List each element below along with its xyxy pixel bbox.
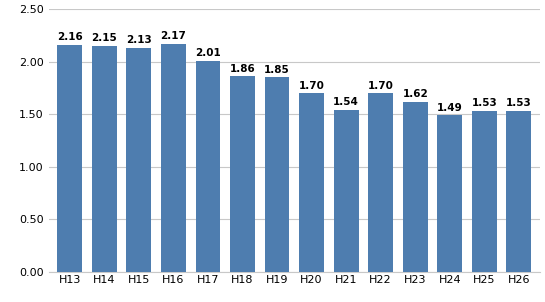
Bar	[472, 111, 496, 272]
Text: 1.62: 1.62	[402, 89, 428, 99]
Text: 2.17: 2.17	[160, 31, 186, 41]
Bar	[57, 45, 82, 272]
Text: 2.01: 2.01	[195, 48, 221, 58]
Text: 1.86: 1.86	[229, 64, 256, 74]
Text: 1.53: 1.53	[471, 98, 497, 108]
Bar	[506, 111, 531, 272]
Text: 2.15: 2.15	[92, 33, 117, 43]
Text: 1.54: 1.54	[333, 97, 359, 107]
Bar	[334, 110, 359, 272]
Bar	[161, 44, 186, 272]
Text: 1.49: 1.49	[437, 103, 463, 113]
Bar	[437, 115, 462, 272]
Bar	[403, 101, 428, 272]
Bar	[126, 48, 152, 272]
Text: 1.85: 1.85	[264, 65, 290, 75]
Bar	[264, 77, 289, 272]
Bar	[196, 61, 220, 272]
Bar	[92, 46, 117, 272]
Text: 2.13: 2.13	[126, 35, 152, 45]
Text: 1.70: 1.70	[299, 81, 324, 91]
Text: 1.70: 1.70	[368, 81, 393, 91]
Bar	[230, 76, 255, 272]
Bar	[368, 93, 393, 272]
Text: 2.16: 2.16	[57, 32, 83, 42]
Text: 1.53: 1.53	[506, 98, 532, 108]
Bar	[299, 93, 324, 272]
